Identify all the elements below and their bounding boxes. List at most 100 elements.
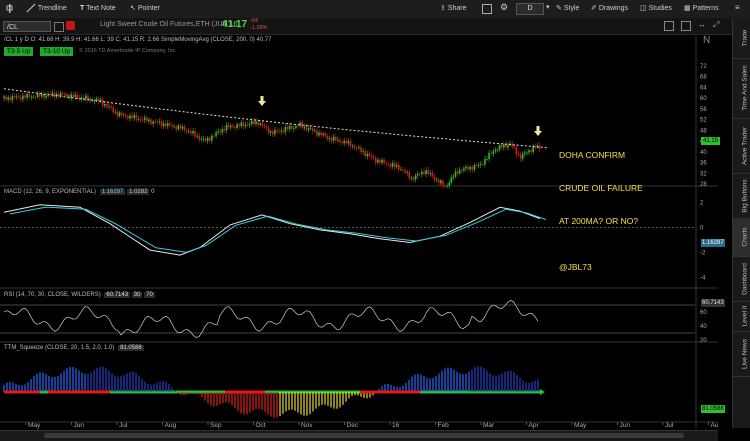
chevron-down-icon[interactable]: ▾: [546, 4, 550, 11]
candle-body: [290, 126, 293, 129]
candle-body: [76, 94, 79, 98]
candle-body: [324, 133, 327, 136]
candle-body: [152, 121, 154, 124]
chart-area[interactable]: /CL 1 y D O: 41.68 H: 39.9 H: 41.66 L: 3…: [0, 35, 725, 429]
candle-body: [280, 130, 282, 132]
candle-body: [167, 123, 169, 127]
candle-body: [318, 132, 320, 136]
candle-body: [427, 170, 429, 174]
side-tab-active-trader[interactable]: Active Trader: [733, 118, 750, 174]
candle-body: [183, 126, 186, 131]
candle-body: [416, 173, 419, 176]
studies-button[interactable]: ◫ Studies: [640, 1, 672, 17]
gear-icon[interactable]: ⚙: [500, 2, 509, 12]
share-button[interactable]: ⇪ Share: [440, 1, 467, 17]
side-tab-live-news[interactable]: Live News: [733, 331, 750, 377]
side-tab-trade[interactable]: Trade: [733, 18, 750, 59]
candle-body: [309, 128, 312, 130]
candle-body: [236, 124, 238, 128]
price-axis-tick: 32: [700, 171, 707, 177]
candle-body: [192, 131, 194, 134]
candle-body: [156, 121, 159, 123]
menu-lines-icon[interactable]: ≡: [735, 3, 740, 12]
candle-body: [24, 95, 26, 98]
window-restore-icon[interactable]: [664, 21, 674, 31]
change-percent: -1.28%: [250, 25, 268, 31]
scrollbar-thumb[interactable]: [44, 433, 684, 438]
candle-body: [347, 140, 350, 144]
candle-body: [467, 166, 469, 170]
candle-body: [356, 147, 358, 149]
side-tab-charts[interactable]: Charts: [733, 218, 750, 257]
candle-body: [530, 150, 532, 152]
rsi-label: RSI (14, 70, 30, CLOSE, WILDERS): [4, 292, 101, 298]
candle-body: [97, 98, 100, 101]
candle-body: [492, 151, 495, 154]
candle-body: [206, 137, 209, 142]
trendline-tool[interactable]: Trendline: [26, 1, 67, 17]
style-button[interactable]: ✎ Style: [556, 1, 579, 17]
candle-body: [22, 95, 24, 100]
north-icon: N: [703, 35, 711, 46]
tag-t3-5[interactable]: T3-5 Up: [4, 47, 34, 56]
patterns-button[interactable]: ▦ Patterns: [684, 1, 719, 17]
x-axis-tick: Mar: [483, 422, 495, 429]
candle-body: [251, 120, 253, 124]
candle-body: [112, 107, 114, 113]
candle-body: [85, 95, 87, 100]
price-axis-tick: 60: [700, 96, 707, 102]
candle-body: [62, 92, 64, 94]
menu-icon[interactable]: [4, 2, 18, 15]
symbol-input[interactable]: /CL: [3, 21, 51, 32]
candle-body: [188, 130, 190, 132]
rsi-value-1: 60.7143: [104, 292, 131, 298]
macd-axis-tick: -2: [700, 251, 706, 257]
candle-body: [164, 123, 167, 127]
macd-label: MACD (12, 26, 9, EXPONENTIAL): [4, 189, 97, 195]
candle-body: [410, 177, 413, 179]
window-split-icon[interactable]: [681, 21, 691, 31]
x-axis-tick: Nov: [301, 422, 313, 429]
arrows-icon[interactable]: ↔: [698, 20, 706, 29]
candle-body: [374, 158, 377, 163]
x-axis-tick: Oct: [256, 422, 266, 429]
candle-body: [269, 131, 272, 133]
candle-body: [351, 145, 354, 147]
side-tab-level-ii[interactable]: Level II: [733, 301, 750, 332]
tag-t3-10[interactable]: T3-10 Up: [40, 47, 74, 56]
side-tab-label: Live News: [741, 338, 749, 369]
candle-body: [395, 165, 398, 167]
candle-body: [349, 140, 352, 147]
candle-body: [125, 114, 127, 117]
annotation-line-2: CRUDE OIL FAILURE: [559, 183, 643, 193]
candle-body: [368, 153, 371, 156]
price-axis-tick: 72: [700, 64, 707, 70]
candle-body: [9, 97, 12, 101]
candle-body: [141, 119, 144, 121]
candle-body: [202, 138, 205, 140]
expand-icon[interactable]: ⤢: [713, 20, 720, 29]
squeeze-value: 81.0588: [118, 345, 144, 351]
flask-icon[interactable]: [482, 4, 492, 14]
candle-body: [93, 100, 96, 102]
annotation-handle: @JBL73: [559, 262, 592, 272]
period-select[interactable]: D: [516, 3, 544, 15]
candle-body: [209, 137, 211, 141]
side-tab-time-and-sales[interactable]: Time And Sales: [733, 58, 750, 119]
candle-body: [362, 151, 364, 153]
alert-icon[interactable]: [66, 21, 75, 30]
macd-value-2: 1.0282: [127, 189, 150, 195]
x-axis-tick: Dec: [347, 422, 359, 429]
side-tab-dashboard[interactable]: Dashboard: [733, 256, 750, 302]
candle-body: [87, 95, 89, 100]
checkbox-icon[interactable]: [54, 22, 64, 32]
text-note-tool[interactable]: T Text Note: [80, 1, 116, 17]
drawings-button[interactable]: ✐ Drawings: [591, 1, 628, 17]
candle-body: [366, 153, 369, 157]
candle-body: [482, 164, 484, 165]
candle-body: [255, 121, 257, 125]
candle-body: [26, 93, 28, 98]
horizontal-scrollbar[interactable]: [0, 430, 718, 441]
pointer-tool[interactable]: ↖ Pointer: [130, 1, 160, 17]
candle-body: [64, 93, 66, 96]
